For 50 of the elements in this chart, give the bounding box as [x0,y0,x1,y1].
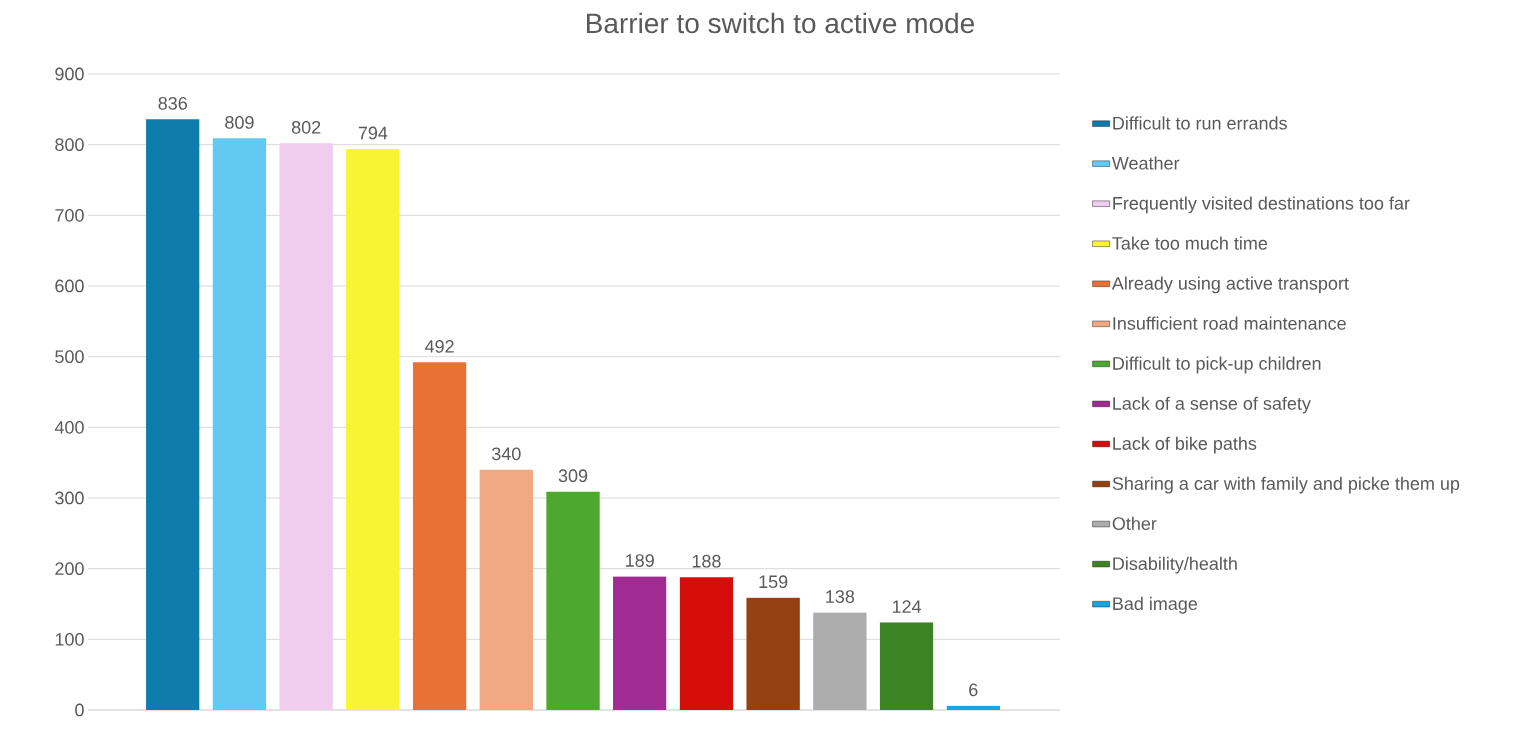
y-tick-label: 800 [55,138,84,152]
data-label: 492 [424,340,454,353]
legend-label: Insufficient road maintenance [1113,316,1346,330]
data-label: 189 [626,554,654,567]
bar [546,491,600,710]
chart-title: Barrier to switch to active mode [587,12,974,34]
legend-label: Disability/health [1113,556,1237,574]
data-label: 188 [692,554,721,568]
legend-label: Bad image [1113,596,1198,614]
y-tick-label: 300 [55,491,84,505]
y-tick-label: 400 [54,420,84,434]
data-label: 138 [826,590,855,603]
bar [212,138,267,710]
bar [679,577,734,710]
bar [813,612,867,710]
data-label: 836 [158,96,187,110]
y-tick-label: 600 [55,279,84,293]
data-label: 159 [759,575,788,589]
bar [946,705,1000,710]
data-label: 794 [358,126,388,140]
legend-label: Take too much time [1112,236,1268,250]
data-label: 6 [969,683,978,697]
legend-label: Lack of bike paths [1113,436,1257,454]
y-tick-label: 0 [75,703,84,717]
bar [412,362,467,710]
legend-label: Weather [1111,156,1180,170]
y-tick-label: 700 [55,208,84,222]
y-tick-label: 100 [55,632,84,646]
y-tick-label: 900 [55,67,84,81]
data-label: 340 [491,447,521,461]
legend-label: Other [1112,516,1157,530]
legend-label: Lack of a sense of safety [1113,396,1311,414]
legend-label: Difficult to pick-up children [1113,356,1321,374]
legend-label: Frequently visited destinations too far [1113,196,1410,214]
bar [346,148,400,710]
legend-label: Sharing a car with family and picke them up [1112,476,1460,494]
legend-label: Already using active transport [1111,276,1349,294]
bar [613,576,667,710]
bar [879,622,934,710]
data-label: 802 [291,120,321,134]
data-label: 809 [225,116,254,129]
y-tick-label: 200 [55,562,84,576]
data-label: 309 [558,469,588,483]
bar [746,597,800,710]
legend-label: Difficult to run errands [1113,116,1287,130]
bar [279,143,333,710]
bar [146,119,200,710]
data-label: 124 [892,600,922,613]
bar [479,469,533,710]
y-tick-label: 500 [55,350,84,364]
